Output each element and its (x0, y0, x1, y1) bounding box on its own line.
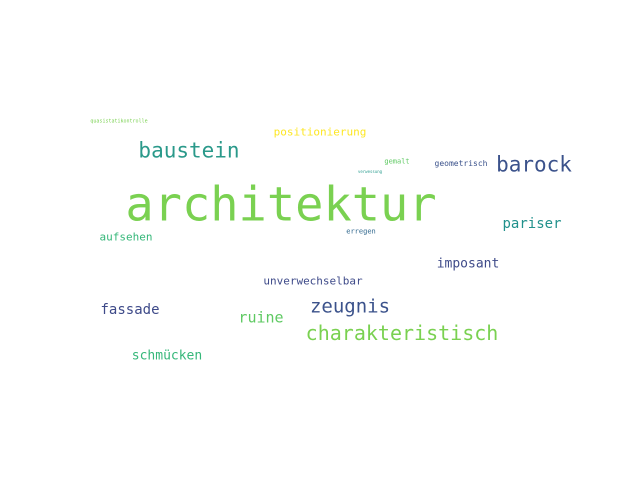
word-ruine: ruine (238, 308, 284, 327)
word-schmucken: schmücken (131, 348, 203, 364)
word-gemalt: gemalt (384, 157, 410, 166)
word-architektur: architektur (125, 177, 437, 233)
word-verwessung: verwessung (357, 169, 383, 174)
word-imposant: imposant (436, 256, 500, 272)
word-aufsehen: aufsehen (99, 230, 153, 244)
word-fassade: fassade (100, 302, 160, 318)
word-positionierung: positionierung (273, 125, 367, 139)
word-pariser: pariser (502, 216, 562, 232)
word-unverwechselbar: unverwechselbar (263, 274, 363, 288)
word-erregen: erregen (346, 227, 376, 236)
word-zeugnis: zeugnis (309, 295, 391, 318)
word-charakteristisch: charakteristisch (305, 321, 499, 345)
word-barock: barock (496, 152, 572, 177)
word-geometrisch: geometrisch (434, 159, 488, 168)
word-baustein: baustein (138, 138, 240, 163)
word-quasistatikontrolle: quasistatikontrolle (90, 118, 148, 125)
